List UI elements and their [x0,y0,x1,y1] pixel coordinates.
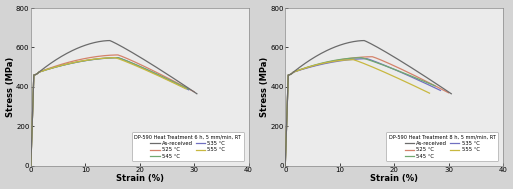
X-axis label: Strain (%): Strain (%) [370,174,418,184]
X-axis label: Strain (%): Strain (%) [116,174,164,184]
Y-axis label: Stress (MPa): Stress (MPa) [260,57,269,117]
Legend: As-received, 525 °C, 545 °C, 535 °C, 555 °C: As-received, 525 °C, 545 °C, 535 °C, 555… [386,132,498,161]
Y-axis label: Stress (MPa): Stress (MPa) [6,57,14,117]
Legend: As-received, 525 °C, 545 °C, 535 °C, 555 °C: As-received, 525 °C, 545 °C, 535 °C, 555… [132,132,244,161]
